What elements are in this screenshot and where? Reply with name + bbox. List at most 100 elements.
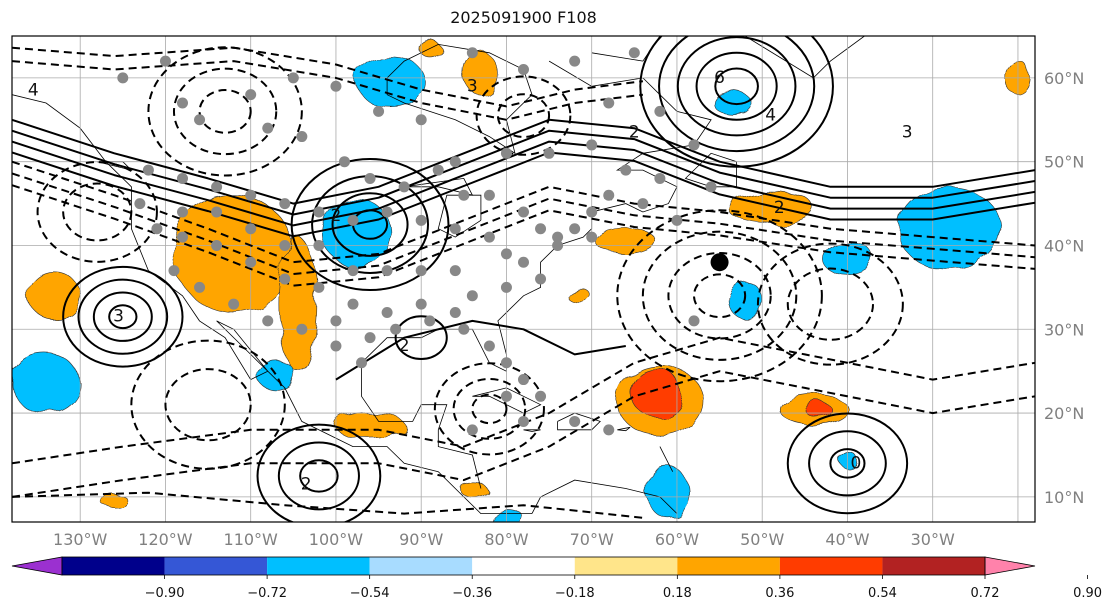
negative-contour	[433, 362, 545, 456]
colorbar-segment	[882, 557, 985, 575]
colorbar-tick-label: 0.54	[868, 586, 897, 601]
station-dot	[356, 357, 368, 369]
longitude-label: 100°W	[309, 530, 364, 549]
positive-contour	[331, 192, 409, 257]
station-dot	[245, 256, 257, 268]
station-dot	[398, 181, 410, 193]
station-dot	[177, 97, 188, 109]
station-dot	[177, 231, 188, 243]
colorbar-segment	[369, 557, 473, 575]
station-dot	[142, 164, 154, 176]
station-dot	[458, 323, 470, 335]
station-dot	[245, 89, 257, 101]
longitude-label: 60°W	[655, 530, 699, 549]
positive-anomaly-region	[28, 271, 81, 320]
latitude-label: 40°N	[1044, 236, 1084, 255]
station-dot	[245, 189, 257, 201]
negative-contour	[786, 267, 875, 341]
station-dot	[654, 172, 666, 184]
station-dot	[151, 223, 163, 235]
negative-contour	[667, 252, 772, 340]
positive-anomaly-region	[566, 288, 592, 303]
station-dot	[603, 189, 615, 201]
station-dot	[518, 206, 529, 218]
station-dot	[364, 172, 376, 184]
station-dot	[279, 198, 291, 210]
negative-contour	[36, 161, 158, 263]
station-dot	[432, 164, 444, 176]
positive-contour	[62, 265, 184, 368]
station-dot	[373, 105, 385, 117]
map-title: 2025091900 F108	[450, 8, 597, 27]
longitude-label: 90°W	[399, 530, 443, 549]
station-dot	[330, 80, 342, 92]
contour-label: 2	[629, 122, 640, 142]
station-dot	[338, 156, 350, 168]
height-contour	[12, 46, 644, 108]
height-contour	[12, 129, 1035, 216]
station-dot	[586, 139, 598, 151]
station-dot	[330, 315, 342, 327]
station-dot	[500, 248, 512, 260]
longitude-label: 40°W	[825, 530, 869, 549]
latitude-label: 30°N	[1044, 320, 1084, 339]
station-dot	[543, 147, 555, 159]
station-dot	[313, 206, 325, 218]
contour-label: 6	[714, 68, 725, 88]
colorbar-tick-label: 0.18	[663, 586, 692, 601]
contour-label: 2	[399, 336, 410, 356]
station-dot	[569, 415, 581, 427]
positive-anomaly-region	[335, 411, 405, 440]
station-dot	[586, 206, 598, 218]
positive-contour	[299, 459, 339, 493]
negative-contour	[172, 67, 278, 156]
station-dot	[347, 298, 359, 310]
station-dot	[262, 315, 274, 327]
positive-anomaly-region	[173, 194, 294, 313]
positive-contour	[695, 51, 778, 121]
coastline	[531, 479, 678, 514]
colorbar-tick-label: −0.18	[555, 586, 595, 601]
station-dot	[168, 265, 180, 277]
station-dot	[415, 298, 427, 310]
positive-anomaly-region	[278, 236, 317, 372]
station-dot	[518, 415, 529, 427]
station-dot	[449, 156, 461, 168]
station-dot	[177, 206, 188, 218]
station-dot	[424, 315, 436, 327]
height-contour	[12, 60, 644, 121]
station-dot	[671, 214, 683, 226]
colorbar-tick-label: −0.54	[350, 586, 390, 601]
strong-positive-anomaly-region	[629, 368, 682, 416]
negative-anomaly-region	[257, 359, 296, 391]
colorbar-segment	[164, 557, 268, 575]
station-dot	[620, 164, 632, 176]
colorbar-segment	[677, 557, 780, 575]
colorbar-extend-low	[11, 556, 63, 576]
station-dot	[483, 231, 495, 243]
longitude-label: 80°W	[484, 530, 528, 549]
positive-contour	[108, 304, 138, 330]
contour-label: 2	[774, 198, 785, 218]
station-dot	[287, 72, 299, 84]
station-dot	[194, 114, 206, 126]
negative-contour	[62, 182, 133, 242]
station-dot	[415, 265, 427, 277]
station-dot	[449, 265, 461, 277]
station-dot	[688, 139, 700, 151]
negative-contour	[164, 368, 252, 442]
station-dot	[535, 273, 547, 285]
contour-label: 3	[467, 76, 478, 96]
positive-contour	[92, 291, 153, 342]
negative-contour	[616, 209, 823, 383]
colorbar-segment	[574, 557, 678, 575]
positive-contour	[394, 315, 448, 361]
station-dot	[552, 239, 564, 251]
height-contour	[12, 184, 1035, 287]
coastline	[404, 177, 474, 196]
coastline	[472, 387, 542, 414]
station-dot	[381, 206, 393, 218]
positive-anomaly-region	[463, 52, 499, 95]
coastline	[557, 412, 601, 431]
